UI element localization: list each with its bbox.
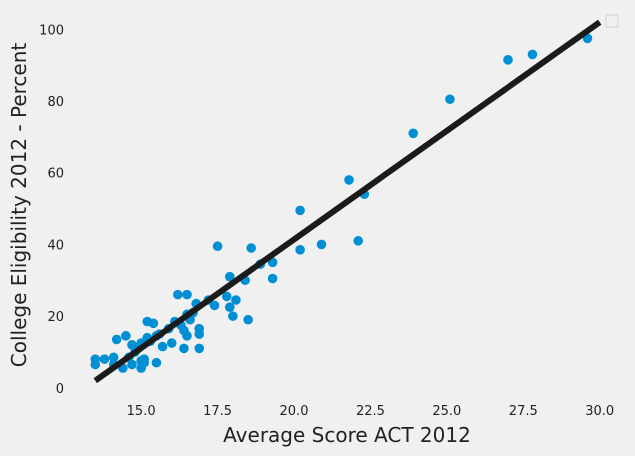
data-point bbox=[108, 352, 119, 363]
data-point bbox=[194, 329, 205, 339]
data-point bbox=[209, 300, 220, 311]
data-point bbox=[353, 236, 364, 246]
trend-line bbox=[93, 19, 602, 384]
data-point bbox=[246, 243, 256, 253]
y-tick-label: 40 bbox=[47, 238, 64, 253]
data-point bbox=[182, 331, 192, 341]
y-tick-label: 60 bbox=[47, 167, 64, 182]
data-point bbox=[127, 359, 137, 370]
data-point bbox=[182, 289, 192, 300]
x-tick-label: 20.0 bbox=[280, 404, 309, 419]
data-point bbox=[503, 55, 513, 65]
y-axis-title: College Eligibility 2012 - Percent bbox=[7, 43, 31, 368]
data-point bbox=[228, 311, 238, 321]
data-point bbox=[194, 343, 205, 354]
data-point bbox=[111, 334, 122, 345]
data-point bbox=[166, 338, 177, 348]
x-tick-label: 17.5 bbox=[203, 404, 232, 419]
data-point bbox=[225, 302, 235, 312]
y-tick-label: 100 bbox=[39, 23, 64, 38]
x-tick-label: 30.0 bbox=[585, 404, 614, 419]
x-tick-label: 15.0 bbox=[127, 404, 156, 419]
x-axis-title: Average Score ACT 2012 bbox=[223, 423, 471, 447]
data-point bbox=[445, 94, 455, 105]
data-point bbox=[267, 273, 278, 284]
data-point bbox=[231, 295, 241, 305]
data-point bbox=[344, 175, 354, 185]
data-point bbox=[179, 343, 189, 354]
data-point bbox=[408, 128, 419, 139]
data-point bbox=[151, 357, 162, 368]
data-point bbox=[173, 289, 183, 300]
data-point bbox=[90, 359, 101, 370]
data-point bbox=[157, 341, 168, 352]
data-point bbox=[243, 314, 253, 325]
x-tick-label: 27.5 bbox=[509, 404, 538, 419]
data-point bbox=[99, 354, 110, 364]
data-point bbox=[295, 205, 305, 216]
data-point bbox=[221, 291, 232, 302]
y-tick-label: 80 bbox=[47, 95, 64, 110]
data-point bbox=[295, 245, 305, 255]
data-point bbox=[139, 357, 149, 368]
x-tick-label: 25.0 bbox=[432, 404, 461, 419]
data-point bbox=[527, 49, 538, 60]
x-tick-labels: 15.0 17.5 20.0 22.5 25.0 27.5 30.0 bbox=[127, 404, 615, 419]
data-point bbox=[121, 331, 131, 341]
y-tick-labels: 0 20 40 60 80 100 bbox=[39, 23, 64, 396]
data-point bbox=[316, 239, 327, 250]
y-tick-label: 20 bbox=[47, 310, 64, 325]
y-tick-label: 0 bbox=[56, 382, 64, 397]
data-point bbox=[148, 318, 159, 329]
data-point bbox=[225, 271, 235, 282]
legend-box bbox=[605, 14, 619, 28]
x-tick-label: 22.5 bbox=[356, 404, 385, 419]
data-point bbox=[212, 241, 223, 252]
